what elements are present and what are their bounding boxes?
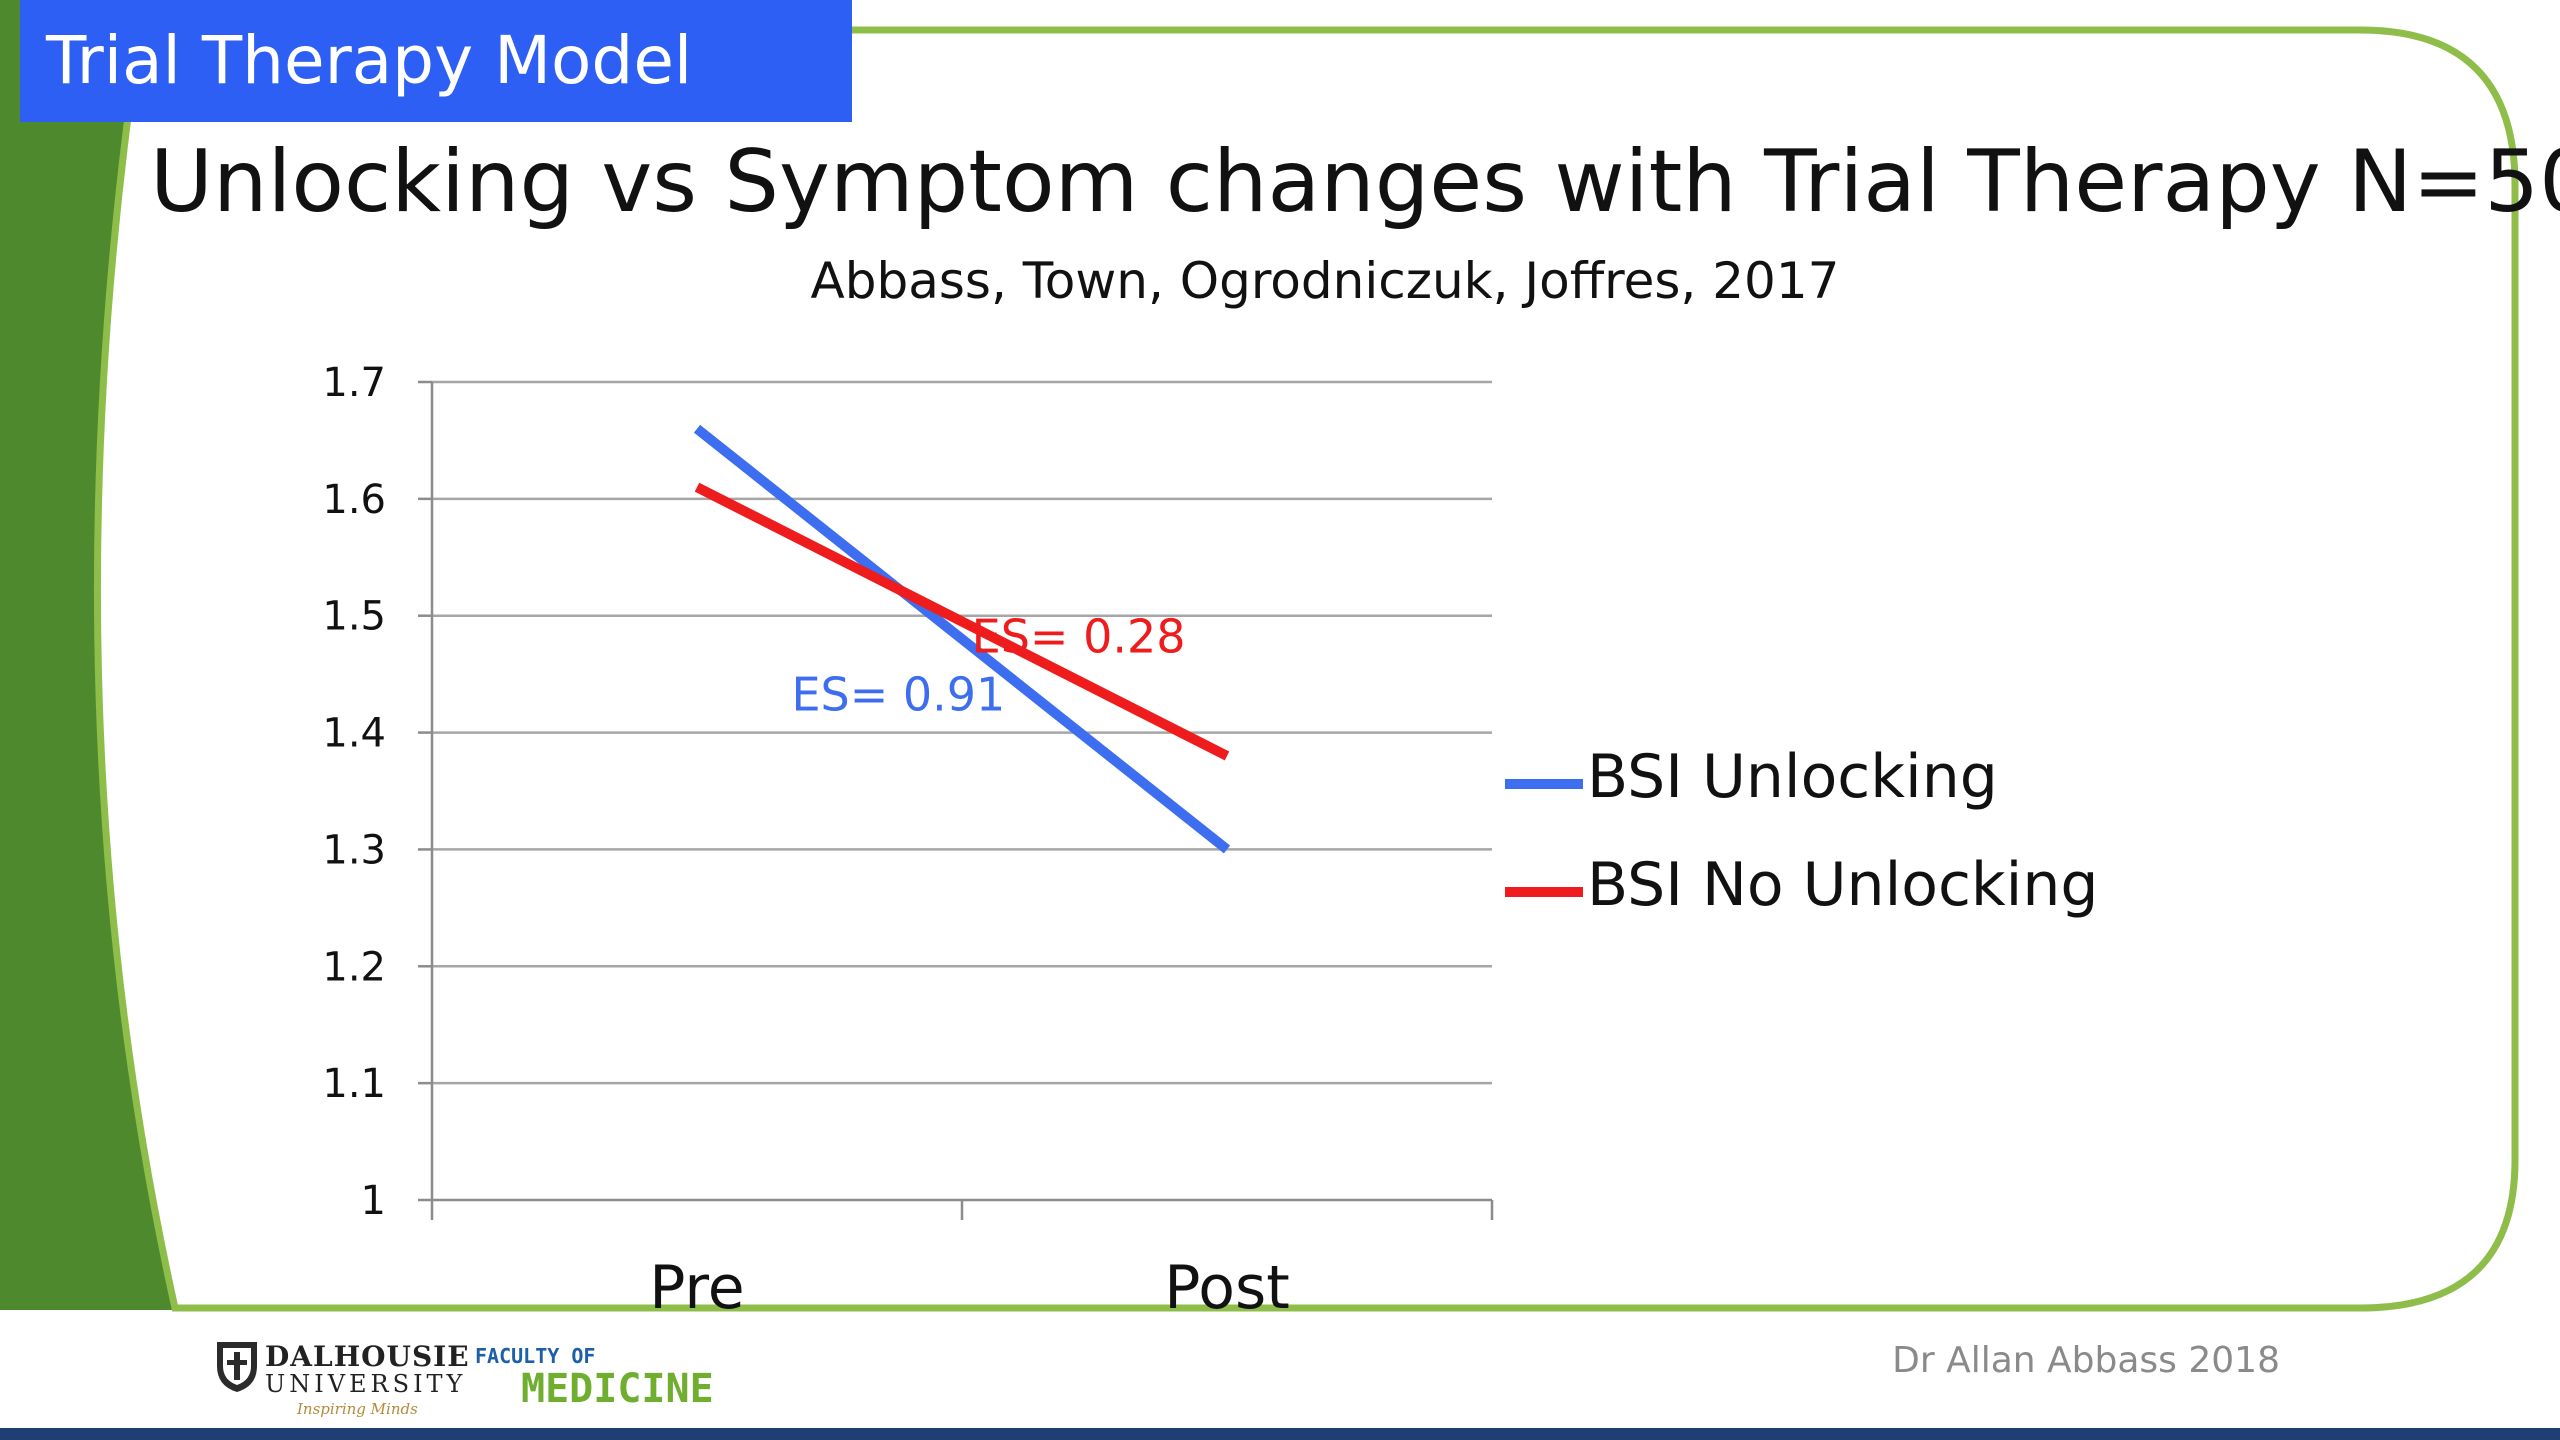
university-wordmark: UNIVERSITY <box>265 1370 467 1398</box>
es-annotation: ES= 0.91 <box>791 668 1005 722</box>
y-tick-label: 1.7 <box>322 360 386 406</box>
y-tick-label: 1.4 <box>322 711 386 757</box>
university-tagline: Inspiring Minds <box>297 1400 418 1418</box>
y-tick-label: 1.6 <box>322 477 386 523</box>
slide-title: Unlocking vs Symptom changes with Trial … <box>150 132 2560 232</box>
slide-subtitle: Abbass, Town, Ogrodniczuk, Joffres, 2017 <box>810 252 1840 310</box>
bottom-bar <box>0 1428 2560 1440</box>
x-tick-label: Post <box>1164 1253 1290 1323</box>
section-badge: Trial Therapy Model <box>20 0 852 122</box>
footer-author: Dr Allan Abbass 2018 <box>1892 1340 2280 1381</box>
x-tick-label: Pre <box>649 1253 744 1323</box>
series-line-bsi-unlocking <box>693 424 1231 854</box>
y-tick-label: 1.3 <box>322 827 386 873</box>
series-lines <box>693 424 1231 854</box>
es-annotation: ES= 0.28 <box>972 610 1186 664</box>
content-frame <box>93 26 2519 1312</box>
y-tick-label: 1 <box>361 1178 386 1224</box>
faculty-of-text: FACULTY OF <box>475 1344 596 1368</box>
y-tick-label: 1.5 <box>322 594 386 640</box>
legend-label-bsi-no-unlocking: BSI No Unlocking <box>1587 850 2099 920</box>
crest-icon <box>217 1342 257 1392</box>
medicine-text: MEDICINE <box>521 1366 714 1412</box>
y-tick-label: 1.2 <box>322 944 386 990</box>
dalhousie-wordmark: DALHOUSIE <box>265 1340 470 1373</box>
legend-label-bsi-unlocking: BSI Unlocking <box>1587 742 1998 812</box>
gridlines <box>432 380 1492 1085</box>
y-tick-label: 1.1 <box>322 1061 386 1107</box>
series-line-bsi-no-unlocking <box>694 482 1230 761</box>
axes: 1 1.1 1.2 1.3 1.4 1.5 1.6 1.7 Pre Post <box>322 360 1494 1323</box>
